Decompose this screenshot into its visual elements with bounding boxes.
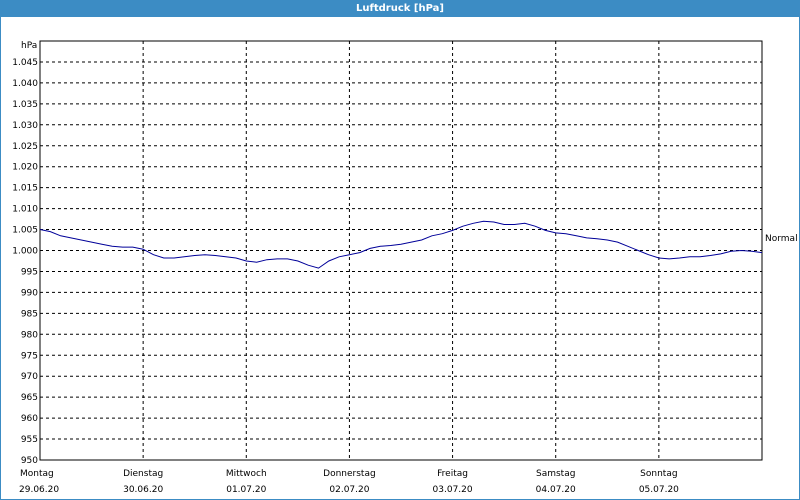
x-tick-day: Freitag	[437, 469, 468, 479]
y-tick-label: 950	[21, 456, 38, 466]
normal-label: Normal	[765, 234, 798, 244]
y-tick-label: 970	[21, 372, 38, 382]
y-tick-label: 955	[21, 435, 38, 445]
y-tick-label: 1.010	[12, 205, 38, 215]
y-tick-label: 1.045	[12, 58, 38, 68]
y-tick-label: 960	[21, 414, 38, 424]
chart-title: Luftdruck [hPa]	[1, 1, 799, 17]
x-tick-day: Samstag	[536, 469, 575, 479]
x-tick-day: Mittwoch	[226, 469, 267, 479]
plot-frame	[39, 40, 763, 461]
y-tick-label: 1.030	[12, 121, 38, 131]
x-tick-date: 01.07.20	[226, 485, 266, 495]
x-tick-day: Sonntag	[640, 469, 677, 479]
x-tick-day: Donnerstag	[323, 469, 376, 479]
y-tick-label: 1.005	[12, 226, 38, 236]
y-tick-label: 1.020	[12, 163, 38, 173]
y-tick-label: 965	[21, 393, 38, 403]
y-tick-label: 980	[21, 330, 38, 340]
x-tick-date: 04.07.20	[536, 485, 576, 495]
y-tick-label: 995	[21, 267, 38, 277]
y-tick-label: 975	[21, 351, 38, 361]
x-tick-day: Dienstag	[123, 469, 163, 479]
pressure-line	[39, 220, 763, 269]
x-tick-date: 03.07.20	[433, 485, 473, 495]
y-tick-label: 1.040	[12, 79, 38, 89]
y-tick-label: 1.025	[12, 142, 38, 152]
y-axis-label: hPa	[21, 41, 37, 51]
x-tick-date: 29.06.20	[19, 485, 59, 495]
y-tick-label: 1.000	[12, 247, 38, 257]
y-tick-label: 985	[21, 309, 38, 319]
y-tick-label: 990	[21, 288, 38, 298]
y-tick-label: 1.035	[12, 100, 38, 110]
x-tick-date: 02.07.20	[329, 485, 369, 495]
y-tick-label: 1.015	[12, 184, 38, 194]
x-tick-date: 05.07.20	[639, 485, 679, 495]
x-tick-date: 30.06.20	[123, 485, 163, 495]
x-tick-day: Montag	[20, 469, 54, 479]
